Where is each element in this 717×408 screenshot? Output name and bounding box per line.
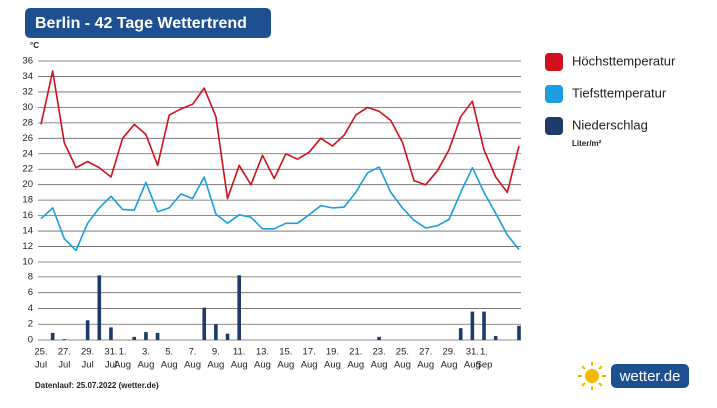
x-tick-label: 29. <box>81 347 94 358</box>
footnote: Datenlauf: 25.07.2022 (wetter.de) <box>35 381 159 390</box>
bar <box>214 324 218 340</box>
y-tick-label: 32 <box>22 86 33 97</box>
x-tick-month: Jul <box>82 360 94 371</box>
x-tick-label: 25. <box>396 347 409 358</box>
y-tick-label: 0 <box>28 335 33 346</box>
x-tick-label: 29. <box>442 347 455 358</box>
x-tick-month: Aug <box>207 360 224 371</box>
x-tick-label: 5. <box>165 347 173 358</box>
chart-title: Berlin - 42 Tage Wettertrend <box>35 15 247 32</box>
y-tick-label: 10 <box>22 257 33 268</box>
x-tick-month: Aug <box>417 360 434 371</box>
y-tick-label: 2 <box>28 319 33 330</box>
line <box>40 70 520 200</box>
x-tick-month: Jul <box>58 360 70 371</box>
x-tick-month: Aug <box>184 360 201 371</box>
x-tick-month: Aug <box>441 360 458 371</box>
x-tick-label: 11. <box>233 347 246 358</box>
x-tick-label: 3. <box>142 347 150 358</box>
logo-rays <box>578 362 606 390</box>
legend-swatch <box>545 53 563 71</box>
bar <box>225 333 230 340</box>
y-tick-label: 16 <box>22 210 33 221</box>
x-tick-month: Aug <box>301 360 318 371</box>
x-tick-label: 1. <box>480 347 488 358</box>
y-tick-label: 22 <box>22 164 33 175</box>
x-tick-month: Aug <box>137 360 154 371</box>
x-tick-label: 31. <box>466 347 479 358</box>
y-tick-label: 30 <box>22 102 33 113</box>
bar <box>202 307 207 340</box>
x-tick-label: 25. <box>34 347 47 358</box>
x-tick-month: Aug <box>324 360 341 371</box>
bar <box>132 336 137 340</box>
x-tick-month: Aug <box>371 360 388 371</box>
legend-unit: Liter/m² <box>572 139 602 148</box>
x-tick-label: 17. <box>303 347 316 358</box>
x-tick-month: Aug <box>114 360 131 371</box>
bar <box>470 311 475 340</box>
x-tick-month: Aug <box>231 360 248 371</box>
logo-text: wetter.de <box>619 368 681 385</box>
x-tick-month: Aug <box>254 360 271 371</box>
x-tick-month: Jul <box>105 360 117 371</box>
bar <box>237 275 241 340</box>
x-tick-month: Aug <box>347 360 364 371</box>
legend-label: Niederschlag <box>572 117 648 132</box>
y-tick-label: 8 <box>28 271 33 282</box>
bar <box>144 332 148 340</box>
legend-label: Tiefsttemperatur <box>572 85 667 100</box>
x-tick-month: Sep <box>476 360 493 371</box>
x-tick-label: 7. <box>189 347 197 358</box>
legend-swatch <box>545 117 563 135</box>
y-tick-label: 14 <box>22 226 33 237</box>
x-tick-month: Aug <box>394 360 411 371</box>
logo-sun <box>585 369 599 383</box>
bar <box>85 320 90 340</box>
x-tick-month: Aug <box>161 360 178 371</box>
x-tick-label: 23. <box>372 347 385 358</box>
bar <box>482 311 486 340</box>
x-tick-label: 15. <box>279 347 292 358</box>
logo-box <box>611 364 689 388</box>
y-tick-label: 28 <box>22 117 33 128</box>
logo: wetter.de <box>578 362 689 390</box>
bar <box>62 339 67 340</box>
legend-label: Höchsttemperatur <box>572 53 676 68</box>
bar <box>517 325 521 340</box>
x-tick-label: 1. <box>119 347 127 358</box>
bar <box>377 336 381 340</box>
y-tick-label: 24 <box>22 148 33 159</box>
x-tick-label: 9. <box>212 347 220 358</box>
x-tick-label: 13. <box>256 347 269 358</box>
bar <box>458 328 463 340</box>
y-tick-label: 34 <box>22 71 33 82</box>
y-tick-label: 26 <box>22 133 33 144</box>
y-tick-label: 6 <box>28 287 33 298</box>
bar <box>155 332 160 340</box>
y-axis-label: °C <box>30 41 39 50</box>
legend-swatch <box>545 85 563 103</box>
bar <box>97 275 102 340</box>
bar <box>50 332 55 340</box>
x-tick-label: 19. <box>326 347 339 358</box>
y-tick-label: 4 <box>28 303 33 314</box>
x-tick-label: 27. <box>58 347 71 358</box>
title-box <box>25 8 271 38</box>
bar <box>109 327 113 340</box>
y-tick-label: 20 <box>22 179 33 190</box>
x-tick-label: 21. <box>349 347 362 358</box>
x-tick-month: Aug <box>464 360 481 371</box>
line <box>40 166 520 252</box>
y-tick-label: 18 <box>22 195 33 206</box>
x-tick-month: Jul <box>35 360 47 371</box>
x-tick-label: 27. <box>419 347 432 358</box>
y-tick-label: 12 <box>22 241 33 252</box>
y-tick-label: 36 <box>22 56 33 67</box>
bar <box>493 336 498 340</box>
x-tick-label: 31. <box>104 347 117 358</box>
x-tick-month: Aug <box>277 360 294 371</box>
